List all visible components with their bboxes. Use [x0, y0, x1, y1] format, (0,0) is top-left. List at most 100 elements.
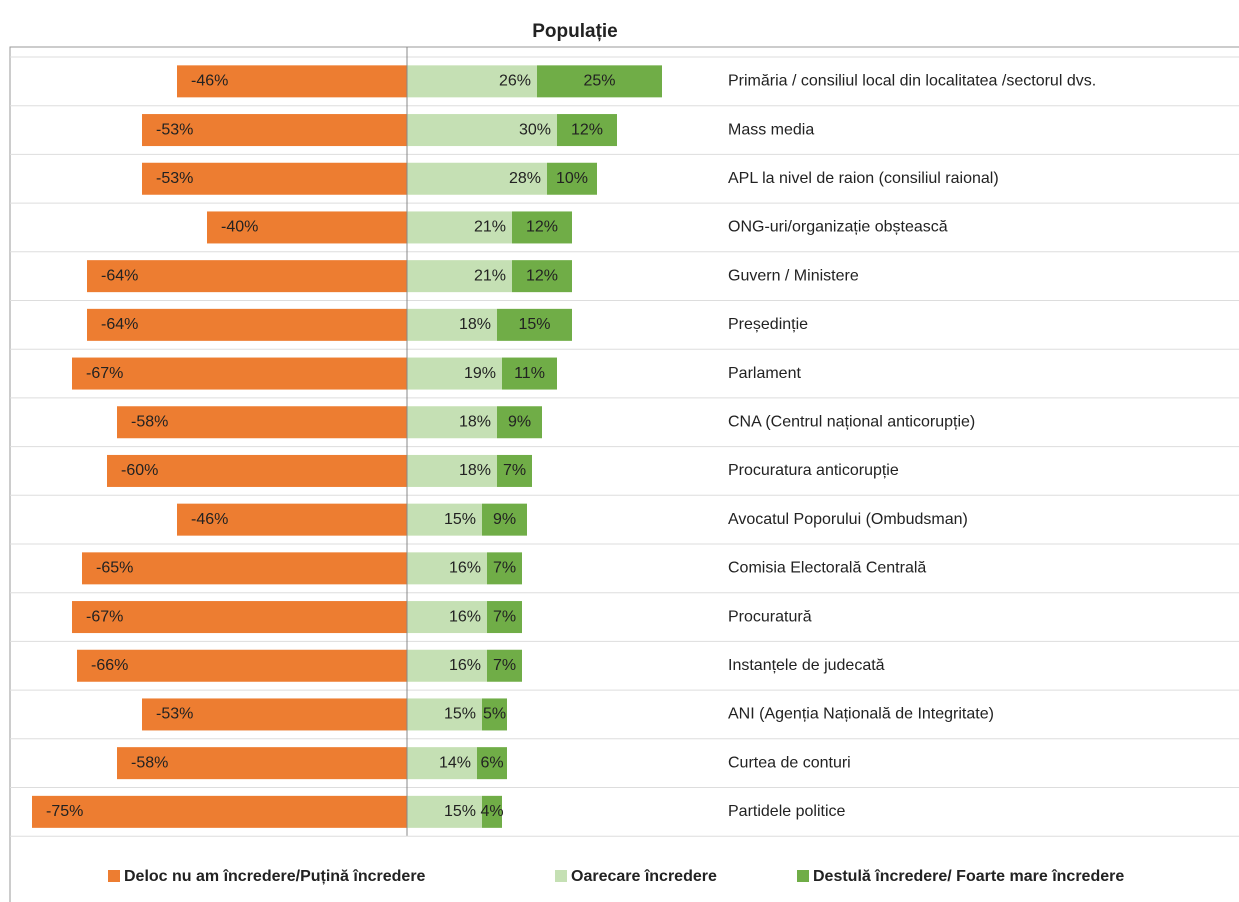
value-label: -60%	[121, 462, 158, 479]
category-label: Procuratura anticorupție	[728, 462, 899, 479]
value-label: 11%	[514, 365, 545, 382]
value-label: 12%	[526, 219, 558, 236]
value-label: 14%	[439, 754, 471, 771]
bar	[477, 747, 507, 780]
value-label: -53%	[156, 121, 193, 138]
legend-label: Oarecare încredere	[571, 868, 717, 885]
value-label: 7%	[503, 462, 526, 479]
bar	[407, 406, 497, 439]
legend-swatch	[108, 870, 120, 882]
legend-label: Destulă încredere/ Foarte mare încredere	[813, 868, 1124, 885]
value-label: 12%	[571, 121, 603, 138]
bar	[407, 357, 502, 390]
bar	[407, 162, 547, 195]
value-label: -46%	[191, 511, 228, 528]
bar	[497, 454, 532, 487]
category-label: Procuratură	[728, 608, 812, 625]
value-label: -58%	[131, 413, 168, 430]
bar	[407, 649, 487, 682]
value-label: 7%	[493, 657, 516, 674]
value-label: -66%	[91, 657, 128, 674]
value-label: 7%	[493, 608, 516, 625]
category-label: ANI (Agenția Națională de Integritate)	[728, 706, 994, 723]
value-label: -75%	[46, 803, 83, 820]
bar	[77, 649, 407, 682]
value-label: -40%	[221, 219, 258, 236]
value-label: 15%	[444, 803, 476, 820]
bar	[407, 503, 482, 536]
bar	[482, 698, 507, 731]
bar	[502, 357, 557, 390]
value-label: -67%	[86, 365, 123, 382]
legend-swatch	[555, 870, 567, 882]
bar	[512, 211, 572, 244]
category-label: APL la nivel de raion (consiliul raional…	[728, 170, 999, 187]
bar	[407, 454, 497, 487]
bar	[407, 601, 487, 634]
value-label: 18%	[459, 316, 491, 333]
value-label: 21%	[474, 219, 506, 236]
value-label: 19%	[464, 365, 496, 382]
value-label: -67%	[86, 608, 123, 625]
category-label: Comisia Electorală Centrală	[728, 560, 926, 577]
bar	[407, 308, 497, 341]
frame	[9, 46, 1239, 902]
category-label: Instanțele de judecată	[728, 657, 885, 674]
value-label: -53%	[156, 706, 193, 723]
bar	[487, 552, 522, 585]
category-label: Avocatul Poporului (Ombudsman)	[728, 511, 968, 528]
bar	[142, 698, 407, 731]
bar	[87, 260, 407, 293]
value-label: -53%	[156, 170, 193, 187]
value-label: 18%	[459, 413, 491, 430]
bar	[177, 65, 407, 98]
bar	[407, 260, 512, 293]
value-label: 15%	[444, 511, 476, 528]
bar	[487, 649, 522, 682]
value-label: 28%	[509, 170, 541, 187]
bar	[407, 114, 557, 147]
category-label: Parlament	[728, 365, 801, 382]
bar	[482, 795, 502, 828]
legend-swatch	[797, 870, 809, 882]
value-label: -46%	[191, 73, 228, 90]
value-label: 16%	[449, 608, 481, 625]
bar	[117, 406, 407, 439]
legend-label: Deloc nu am încredere/Puțină încredere	[124, 868, 426, 885]
value-label: 18%	[459, 462, 491, 479]
category-label: Curtea de conturi	[728, 754, 851, 771]
category-label: Președinție	[728, 316, 808, 333]
category-label: Mass media	[728, 121, 814, 138]
bar	[72, 357, 407, 390]
bar	[72, 601, 407, 634]
value-label: 30%	[519, 121, 551, 138]
bar	[207, 211, 407, 244]
value-label: 4%	[480, 803, 503, 820]
value-label: 9%	[508, 413, 531, 430]
bar	[407, 211, 512, 244]
bar	[32, 795, 407, 828]
bar	[407, 552, 487, 585]
value-label: 6%	[480, 754, 503, 771]
value-label: 15%	[518, 316, 550, 333]
bar	[142, 162, 407, 195]
category-label: Guvern / Ministere	[728, 267, 859, 284]
value-label: 10%	[556, 170, 588, 187]
bar	[487, 601, 522, 634]
bar	[117, 747, 407, 780]
category-label: ONG-uri/organizație obștească	[728, 219, 948, 236]
bar	[87, 308, 407, 341]
value-label: -64%	[101, 316, 138, 333]
value-label: 12%	[526, 267, 558, 284]
bar	[482, 503, 527, 536]
bar	[497, 308, 572, 341]
value-label: 16%	[449, 657, 481, 674]
value-label: 9%	[493, 511, 516, 528]
bar	[407, 65, 537, 98]
bar	[537, 65, 662, 98]
bar	[497, 406, 542, 439]
bar	[107, 454, 407, 487]
value-label: 21%	[474, 267, 506, 284]
value-label: -58%	[131, 754, 168, 771]
